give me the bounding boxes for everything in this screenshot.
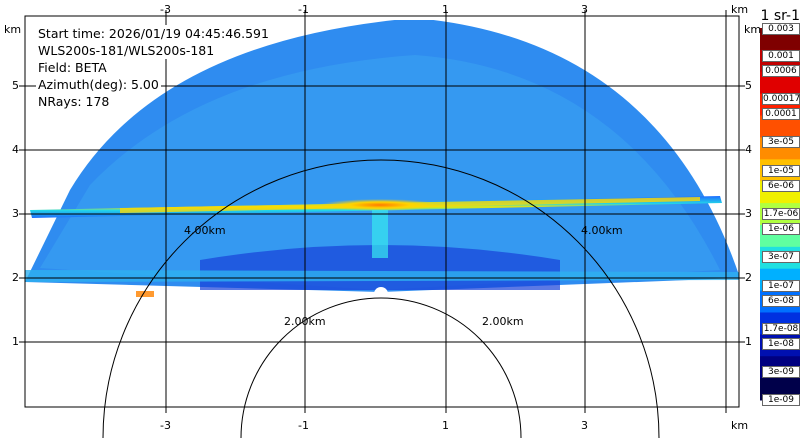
range-ring-label: 2.00km [284,315,326,328]
y-tick-left: 2 [12,271,19,284]
y-tick-left: 5 [12,79,19,92]
x-tick-top: 1 [442,3,449,16]
y-tick-left: 1 [12,335,19,348]
nrays: NRays: 178 [36,93,112,110]
x-tick-top: -3 [160,3,171,16]
y-unit-left: km [4,23,22,36]
azimuth: Azimuth(deg): 5.00 [36,76,161,93]
colorbar-label: 6e-06 [762,180,800,192]
x-tick-bottom: -1 [298,419,309,432]
range-ring-label: 4.00km [184,224,226,237]
y-tick-left: 3 [12,207,19,220]
y-tick-left: 4 [12,143,19,156]
colorbar-label: 1.7e-08 [762,323,800,335]
x-unit-top: km [731,3,749,16]
y-tick-right: 3 [745,207,752,220]
colorbar-label: 1e-09 [762,394,800,406]
y-tick-right: 5 [745,79,752,92]
y-unit-right: km [744,23,762,36]
colorbar-label: 0.003 [762,23,800,35]
scan-info-panel: Start time: 2026/01/19 04:45:46.591 WLS2… [36,25,271,110]
colorbar-label: 1e-05 [762,165,800,177]
colorbar-segment [760,71,800,95]
colorbar-label: 1e-06 [762,223,800,235]
range-rings [102,159,660,438]
colorbar-segment [760,115,800,138]
y-tick-right: 2 [745,271,752,284]
x-tick-top: -1 [298,3,309,16]
x-tick-bottom: -3 [160,419,171,432]
plot-frame [24,15,740,408]
x-tick-bottom: 1 [442,419,449,432]
field-name: Field: BETA [36,59,109,76]
range-ring-label: 2.00km [482,315,524,328]
colorbar-label: 1.7e-06 [762,208,800,220]
colorbar-label: 1e-07 [762,280,800,292]
start-time: Start time: 2026/01/19 04:45:46.591 [36,25,271,42]
y-tick-right: 1 [745,335,752,348]
instrument-name: WLS200s-181/WLS200s-181 [36,42,217,59]
x-unit-bottom: km [731,419,749,432]
colorbar-units: m-1 sr-1 [760,8,800,24]
colorbar-label: 0.0006 [762,65,800,77]
colorbar-label: 3e-05 [762,136,800,148]
colorbar-label: 1e-08 [762,338,800,350]
range-ring-label: 4.00km [581,224,623,237]
colorbar-label: 0.001 [762,50,800,62]
colorbar-label: 0.00017 [762,93,800,105]
colorbar-label: 0.0001 [762,108,800,120]
colorbar-label: 6e-08 [762,295,800,307]
x-tick-top: 3 [581,3,588,16]
grid [25,16,739,407]
y-tick-right: 4 [745,143,752,156]
x-tick-bottom: 3 [581,419,588,432]
colorbar-label: 3e-07 [762,251,800,263]
colorbar-label: 3e-09 [762,366,800,378]
